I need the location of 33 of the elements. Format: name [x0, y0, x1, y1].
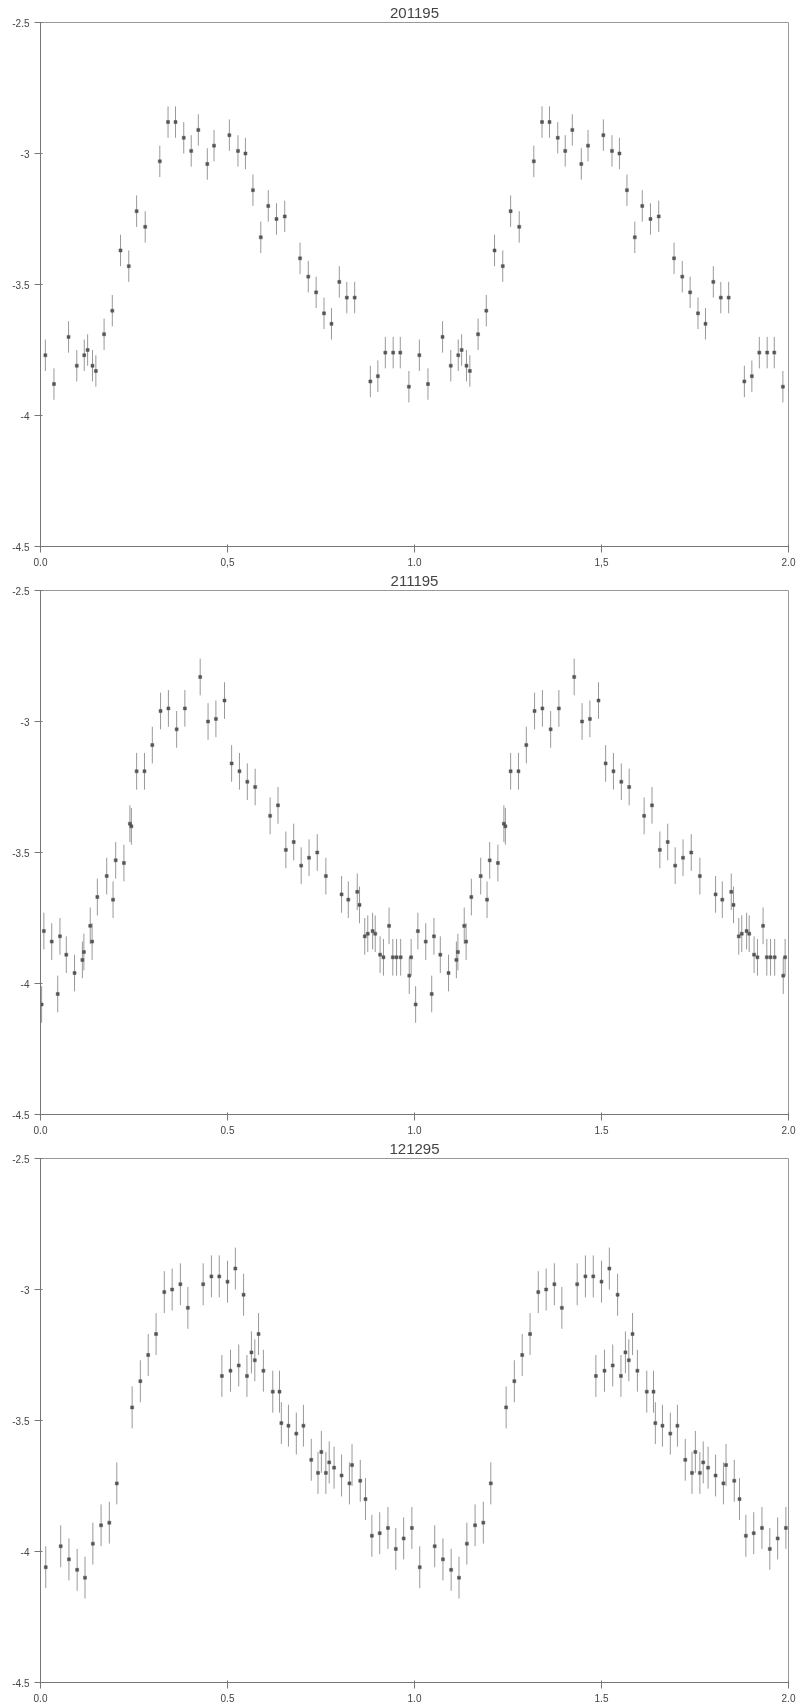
- x-tick-label: 2.0: [781, 1692, 796, 1704]
- y-tick-label: -4.5: [12, 541, 30, 553]
- y-tick-label: -4: [20, 1546, 30, 1558]
- x-tick-label: 2.0: [781, 556, 796, 568]
- y-tick-label: -4.5: [12, 1109, 30, 1121]
- x-tick-label: 0,5: [220, 556, 235, 568]
- y-tick-label: -3.5: [12, 279, 30, 291]
- chart-title: 121295: [389, 1139, 440, 1157]
- x-tick-label: 1.0: [407, 1692, 422, 1704]
- y-tick-label: -2.5: [12, 17, 30, 29]
- y-tick-label: -3: [20, 1284, 30, 1296]
- x-tick-label: 0.5: [220, 1692, 235, 1704]
- y-tick-label: -2.5: [12, 585, 30, 597]
- x-tick-label: 1.5: [594, 1692, 609, 1704]
- x-tick-label: 1.0: [407, 1124, 422, 1136]
- x-tick-label: 0.0: [33, 556, 48, 568]
- y-tick-label: -2.5: [12, 1153, 30, 1165]
- y-tick-label: -3: [20, 148, 30, 160]
- y-tick-label: -3: [20, 716, 30, 728]
- x-tick-label: 0.0: [33, 1692, 48, 1704]
- y-tick-label: -4: [20, 410, 30, 422]
- x-tick-label: 0.0: [33, 1124, 48, 1136]
- x-tick-label: 1,5: [594, 556, 609, 568]
- chart-title: 211195: [390, 571, 439, 589]
- chart-title: 201195: [390, 3, 439, 21]
- y-tick-label: -3.5: [12, 847, 30, 859]
- x-tick-label: 2.0: [781, 1124, 796, 1136]
- y-tick-label: -3.5: [12, 1415, 30, 1427]
- y-tick-label: -4: [20, 978, 30, 990]
- x-tick-label: 1.0: [407, 556, 422, 568]
- x-tick-label: 0.5: [220, 1124, 235, 1136]
- y-tick-label: -4.5: [12, 1677, 30, 1689]
- x-tick-label: 1.5: [594, 1124, 609, 1136]
